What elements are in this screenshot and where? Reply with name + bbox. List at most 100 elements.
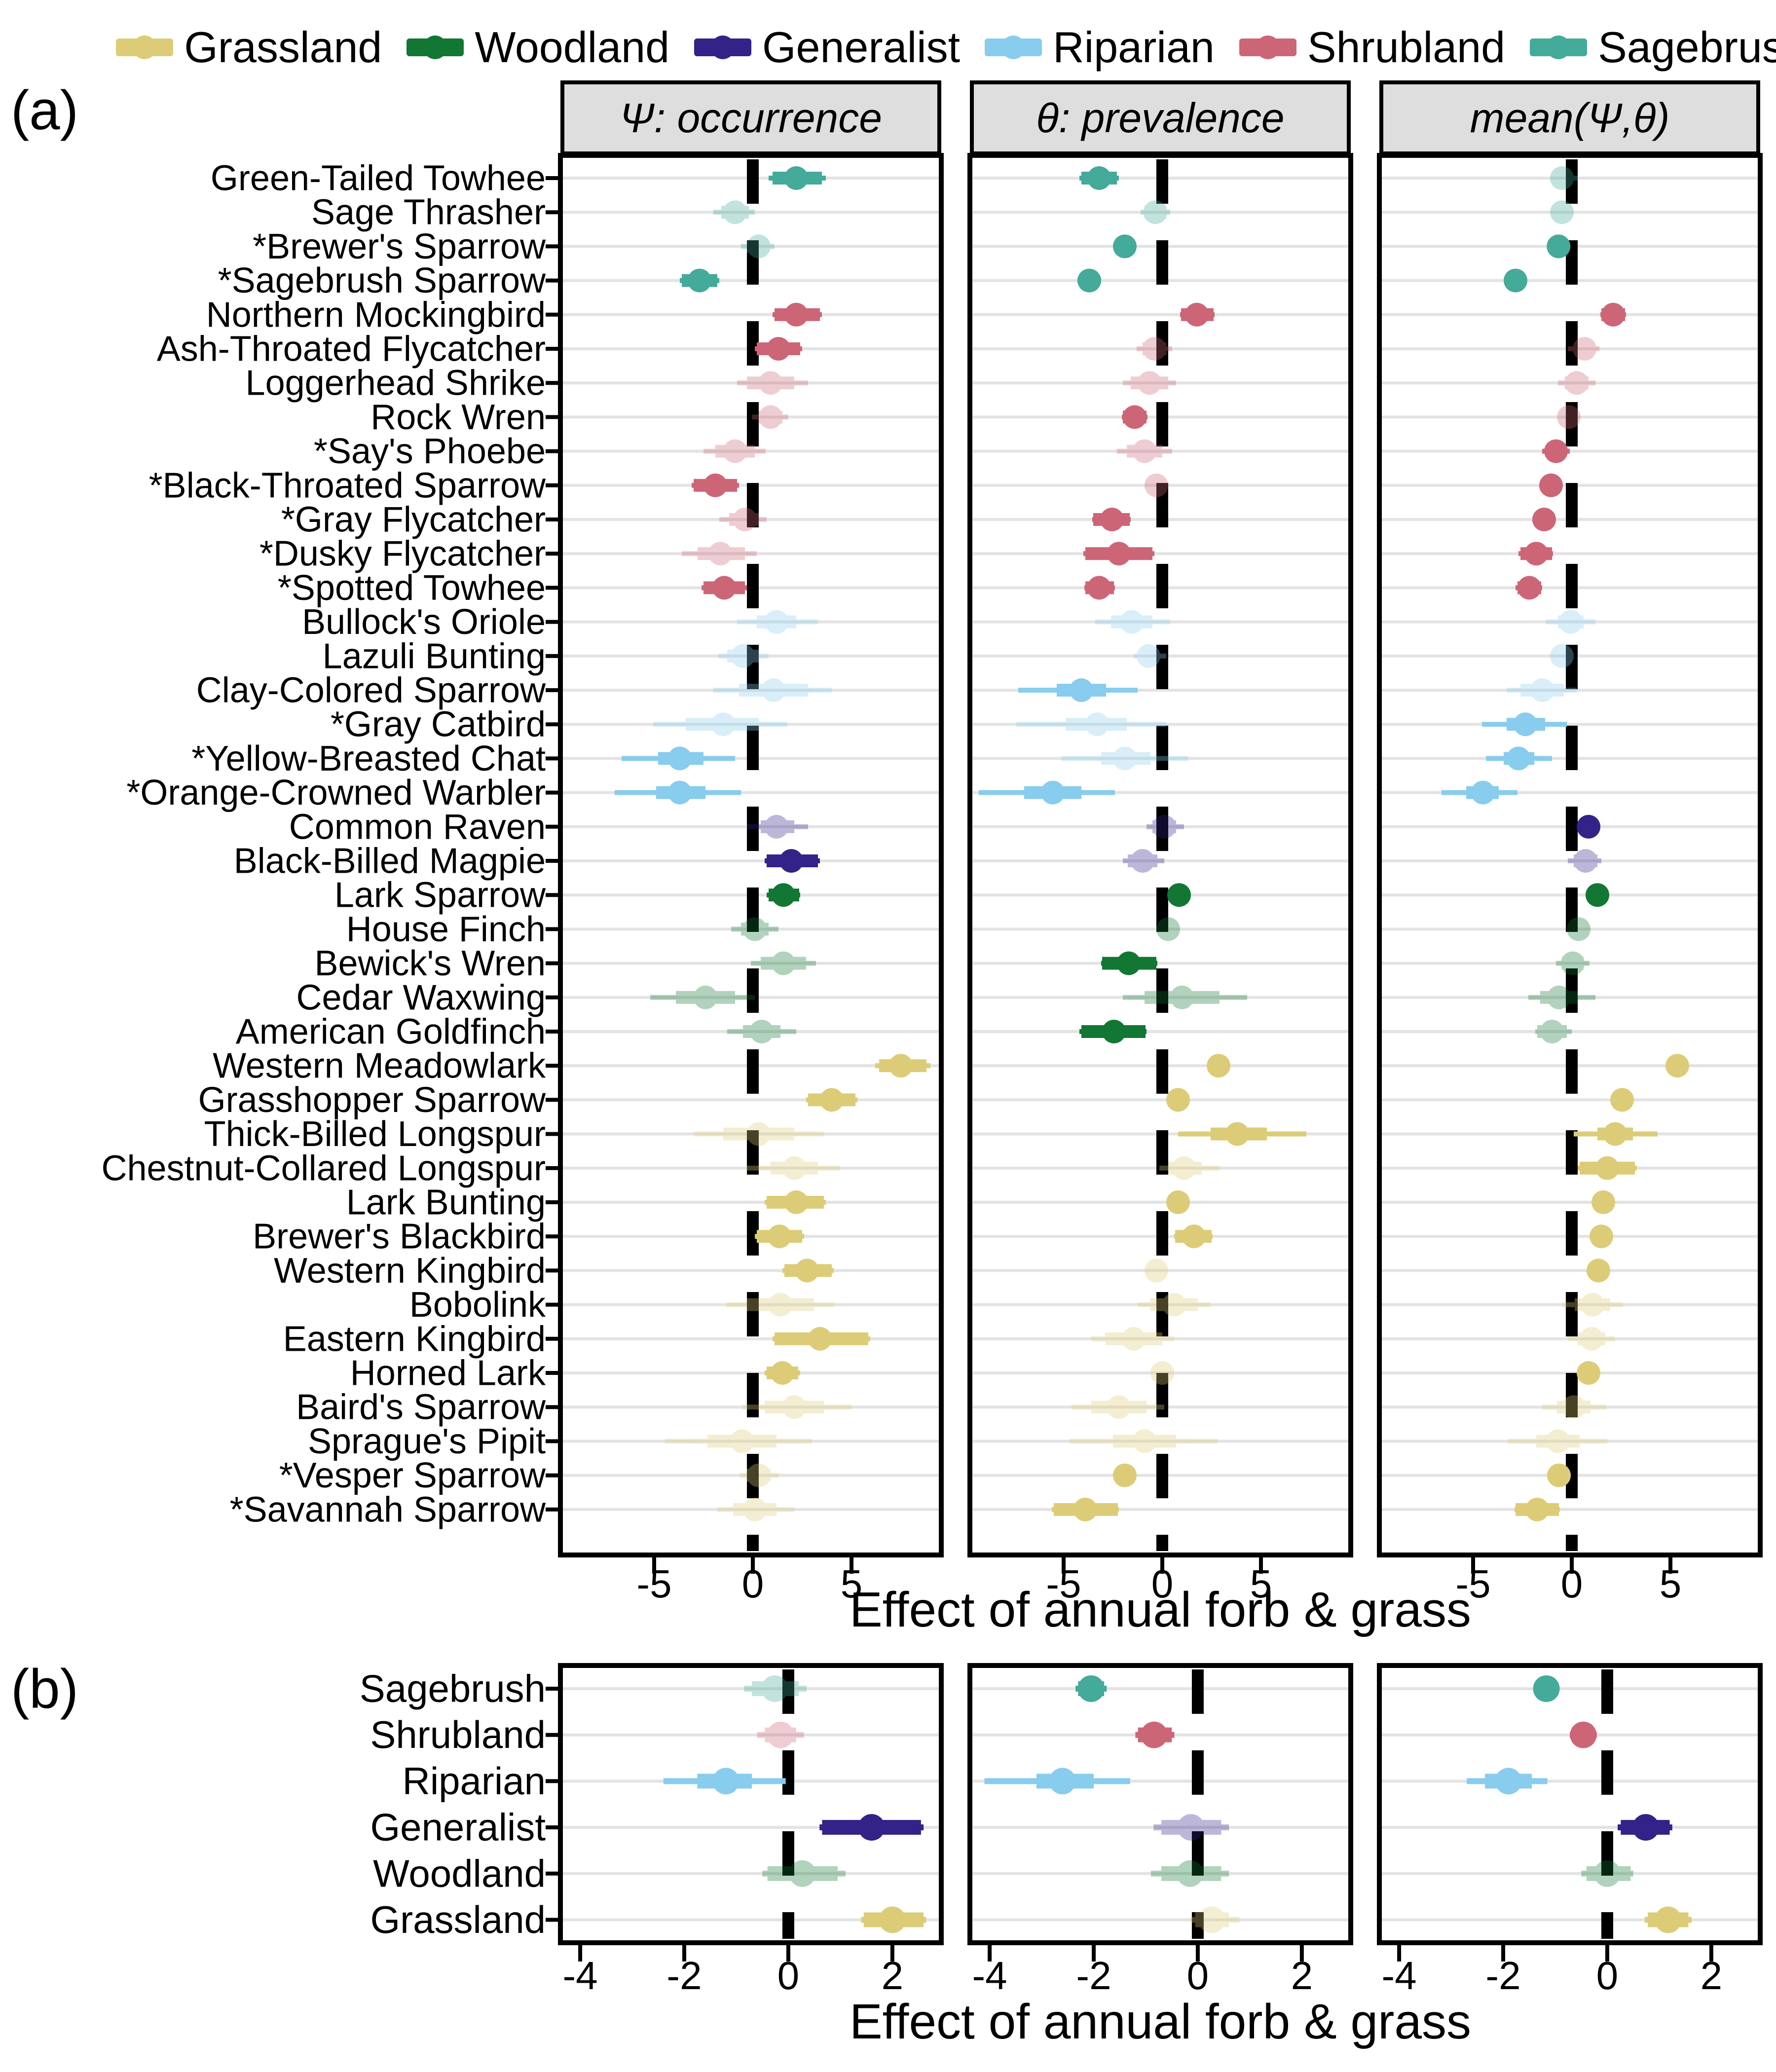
pointrange-occurrence	[653, 712, 787, 737]
inner-interval	[698, 547, 745, 560]
row-label: Eastern Kingbird	[283, 1319, 546, 1359]
point-estimate	[1162, 1293, 1186, 1317]
inner-interval	[1554, 649, 1570, 663]
legend-label: Woodland	[475, 23, 670, 72]
point-estimate	[747, 1463, 771, 1487]
pointrange-prevalence	[1079, 166, 1119, 190]
point-estimate	[1610, 1088, 1634, 1112]
point-estimate	[1601, 302, 1625, 327]
outer-interval	[741, 244, 775, 249]
point-estimate	[1145, 473, 1168, 497]
pointrange-prevalence	[1018, 678, 1138, 702]
x-tick-label: -4	[1382, 1954, 1417, 1998]
pointrange-prevalence	[1134, 644, 1166, 668]
pointrange-prevalence	[1151, 1860, 1229, 1887]
x-tick-label: 0	[1561, 1562, 1583, 1606]
outer-interval	[1508, 1439, 1607, 1444]
pointrange-mean	[1518, 542, 1553, 566]
row-label: *Spotted Towhee	[278, 568, 546, 608]
point-estimate	[1166, 1190, 1190, 1214]
point-estimate	[1133, 1429, 1156, 1453]
pointrange-occurrence	[694, 1122, 824, 1146]
point-estimate	[1586, 883, 1609, 907]
point-estimate	[747, 234, 771, 259]
point-estimate	[1138, 371, 1161, 395]
row-label: Lark Bunting	[346, 1183, 546, 1222]
inner-interval	[729, 513, 759, 526]
pointrange-occurrence	[726, 1293, 835, 1317]
point-estimate	[1177, 1860, 1204, 1887]
inner-interval	[1536, 1435, 1580, 1448]
row-label: Sage Thrasher	[311, 193, 546, 232]
pointrange-occurrence	[622, 746, 735, 771]
point-estimate	[1539, 473, 1563, 497]
inner-interval	[741, 923, 769, 936]
row-label: Bullock's Oriole	[302, 602, 546, 642]
pointrange-mean	[1590, 1224, 1613, 1249]
legend-item-generalist: Generalist	[694, 24, 960, 71]
outer-interval	[718, 653, 769, 659]
point-estimate	[1595, 1156, 1619, 1180]
pointrange-mean	[1442, 780, 1517, 805]
row-label: Bewick's Wren	[314, 944, 546, 983]
point-estimate	[1603, 1122, 1627, 1146]
row-label: Lark Sparrow	[334, 876, 546, 915]
pointrange-prevalence	[1122, 405, 1147, 429]
panel-border	[1377, 1663, 1763, 1945]
pointrange-mean	[1665, 1054, 1689, 1078]
pointrange-mean	[1533, 1675, 1560, 1702]
row-label: Grassland	[370, 1898, 546, 1941]
outer-interval	[1062, 756, 1188, 761]
pointrange-prevalence	[1075, 1675, 1107, 1702]
point-estimate	[1507, 746, 1530, 771]
pointrange-occurrence	[650, 985, 755, 1009]
pointrange-mean	[1550, 200, 1574, 224]
legend-label: Grassland	[184, 23, 382, 72]
pointrange-mean	[1516, 576, 1542, 600]
pointrange-occurrence	[682, 542, 757, 566]
row-label: Lazuli Bunting	[323, 636, 546, 676]
outer-interval	[1134, 653, 1166, 659]
pointrange-prevalence	[1166, 1088, 1190, 1112]
point-estimate	[1113, 746, 1137, 771]
pointrange-prevalence	[1092, 508, 1131, 531]
inner-interval	[1555, 206, 1569, 219]
legend: Grassland Woodland Generalist Riparian Shrub…	[0, 13, 1776, 82]
pointrange-mean	[1568, 1327, 1615, 1351]
inner-interval	[723, 1127, 794, 1141]
pointrange-prevalence	[1138, 1293, 1211, 1317]
inner-interval	[771, 1161, 818, 1175]
point-estimate	[1559, 610, 1583, 634]
pointrange-prevalence	[1178, 1122, 1306, 1146]
point-estimate	[1547, 985, 1571, 1009]
pointrange-prevalence	[1166, 1190, 1190, 1214]
pointrange-mean	[1508, 1429, 1607, 1453]
pointrange-mean	[1558, 371, 1595, 395]
pointrange-prevalence	[1117, 439, 1172, 463]
pointrange-occurrence	[680, 268, 719, 293]
point-estimate	[1533, 1675, 1560, 1702]
point-estimate	[712, 576, 736, 600]
inner-interval	[727, 649, 759, 663]
inner-interval	[1091, 1401, 1147, 1414]
point-estimate	[712, 1768, 740, 1795]
point-estimate	[759, 371, 782, 395]
point-estimate	[808, 1327, 832, 1351]
inner-interval	[1066, 718, 1127, 731]
row-label: American Goldfinch	[236, 1012, 546, 1051]
pointrange-occurrence	[663, 1768, 786, 1795]
outer-interval	[1123, 380, 1176, 386]
pointrange-mean	[1578, 1156, 1637, 1180]
point-estimate	[789, 1860, 816, 1887]
axis-title-panel-a: Effect of annual forb & grass	[849, 1582, 1471, 1637]
pointrange-mean	[1562, 1293, 1623, 1317]
point-estimate	[782, 1156, 806, 1180]
point-estimate	[1102, 1020, 1126, 1043]
point-estimate	[703, 473, 727, 497]
inner-interval	[1168, 1161, 1202, 1175]
row-label: Generalist	[370, 1806, 546, 1849]
point-estimate	[1070, 678, 1093, 702]
x-tick-label: 0	[742, 1562, 764, 1606]
inner-interval	[747, 376, 794, 390]
inner-interval	[1575, 1298, 1610, 1311]
